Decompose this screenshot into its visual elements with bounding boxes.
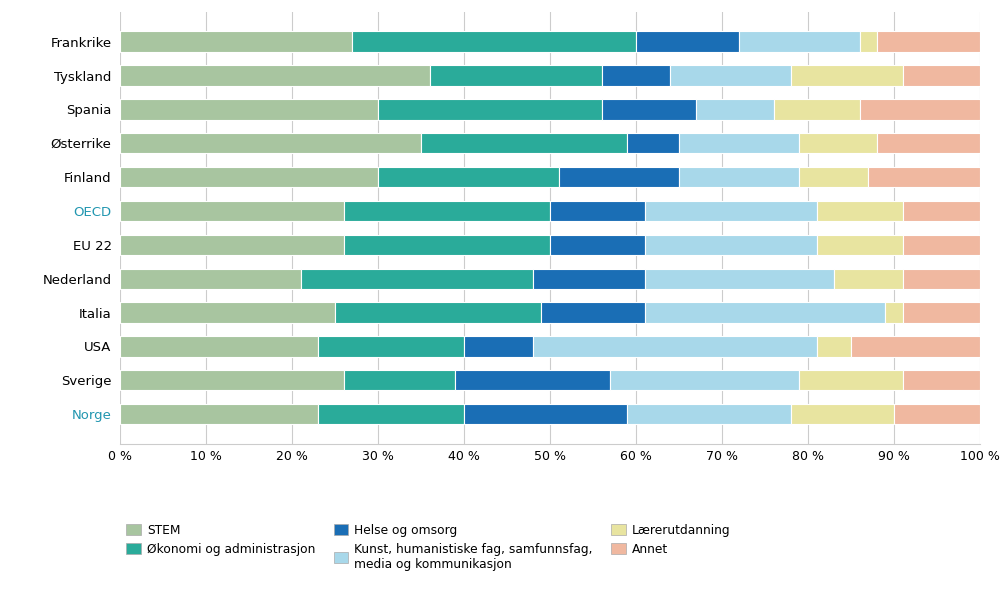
Bar	[378, 99, 602, 120]
Bar	[602, 99, 696, 120]
Bar	[533, 336, 817, 356]
Bar	[645, 269, 834, 289]
Bar	[851, 336, 980, 356]
Bar	[679, 167, 799, 187]
Bar	[344, 370, 455, 391]
Bar	[817, 336, 851, 356]
Bar	[670, 65, 791, 86]
Bar	[120, 303, 335, 323]
Bar	[541, 303, 645, 323]
Bar	[645, 234, 817, 255]
Bar	[421, 133, 627, 153]
Bar	[430, 65, 602, 86]
Bar	[120, 370, 344, 391]
Bar	[464, 404, 627, 424]
Bar	[120, 201, 344, 221]
Bar	[791, 65, 903, 86]
Bar	[791, 404, 894, 424]
Bar	[903, 303, 980, 323]
Bar	[318, 404, 464, 424]
Bar	[774, 99, 860, 120]
Bar	[799, 370, 903, 391]
Bar	[817, 201, 903, 221]
Bar	[301, 269, 533, 289]
Bar	[868, 167, 980, 187]
Bar	[860, 99, 980, 120]
Bar	[885, 303, 903, 323]
Bar	[645, 201, 817, 221]
Bar	[120, 234, 344, 255]
Bar	[455, 370, 610, 391]
Bar	[559, 167, 679, 187]
Bar	[344, 201, 550, 221]
Bar	[834, 269, 903, 289]
Bar	[533, 269, 645, 289]
Bar	[120, 99, 378, 120]
Bar	[550, 201, 645, 221]
Bar	[903, 65, 980, 86]
Bar	[799, 133, 877, 153]
Bar	[799, 167, 868, 187]
Bar	[860, 31, 877, 52]
Bar	[636, 31, 739, 52]
Bar	[627, 133, 679, 153]
Bar	[696, 99, 774, 120]
Bar	[679, 133, 799, 153]
Bar	[344, 234, 550, 255]
Bar	[903, 201, 980, 221]
Bar	[903, 269, 980, 289]
Bar	[877, 133, 980, 153]
Bar	[318, 336, 464, 356]
Bar	[352, 31, 636, 52]
Bar	[602, 65, 670, 86]
Bar	[120, 404, 318, 424]
Bar	[739, 31, 860, 52]
Bar	[120, 31, 352, 52]
Bar	[120, 133, 421, 153]
Bar	[120, 65, 430, 86]
Bar	[903, 370, 980, 391]
Bar	[378, 167, 559, 187]
Bar	[903, 234, 980, 255]
Bar	[120, 167, 378, 187]
Bar	[120, 269, 301, 289]
Bar	[120, 336, 318, 356]
Bar	[550, 234, 645, 255]
Bar	[335, 303, 541, 323]
Bar	[645, 303, 885, 323]
Bar	[464, 336, 533, 356]
Bar	[610, 370, 799, 391]
Bar	[894, 404, 980, 424]
Bar	[627, 404, 791, 424]
Legend: STEM, Økonomi og administrasjon, Helse og omsorg, Kunst, humanistiske fag, samfu: STEM, Økonomi og administrasjon, Helse o…	[126, 523, 731, 571]
Bar	[817, 234, 903, 255]
Bar	[877, 31, 980, 52]
